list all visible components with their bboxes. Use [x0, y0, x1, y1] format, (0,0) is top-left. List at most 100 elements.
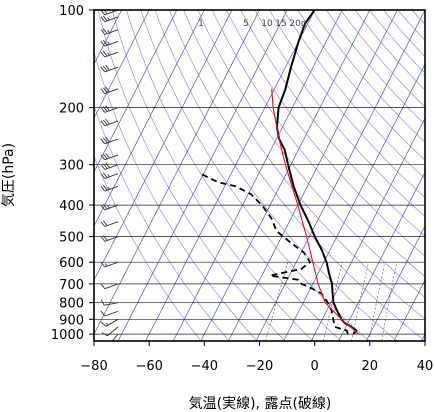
dry-adiabat-line	[211, 10, 425, 278]
x-tick-label: −40	[191, 359, 218, 374]
parcel-curve-line	[271, 88, 360, 335]
wind-barb	[100, 283, 119, 290]
dry-adiabat-line	[94, 50, 258, 341]
mixing-ratio-labels: 1 5 10 15 20g	[198, 19, 306, 29]
dry-adiabat-line	[226, 10, 425, 257]
wind-barb	[100, 15, 119, 23]
y-tick-label: 900	[59, 313, 84, 328]
y-tick-label: 400	[59, 199, 84, 214]
mixing-ratio-line	[265, 262, 289, 341]
wind-barb	[100, 105, 119, 113]
wind-barbs	[100, 10, 119, 341]
mixing-ratio-label: 5	[243, 19, 249, 29]
y-tick-label: 600	[59, 256, 84, 271]
y-tick-label: 500	[59, 231, 84, 246]
wind-barb	[100, 118, 119, 127]
x-tick-label: −60	[135, 359, 162, 374]
wind-barb	[100, 172, 119, 179]
isotherm-line	[172, 10, 343, 341]
dry-adiabat-line	[254, 10, 425, 217]
isotherm-line	[94, 10, 205, 227]
wind-barb	[101, 326, 119, 337]
wind-barb	[100, 185, 119, 192]
y-tick-label: 700	[59, 278, 84, 293]
y-tick-label: 1000	[51, 328, 84, 343]
isotherm-line	[365, 225, 425, 341]
wind-barb	[100, 152, 119, 161]
wind-barb	[100, 86, 119, 95]
dry-adiabat-line	[168, 10, 425, 341]
dry-adiabat-line	[197, 10, 425, 299]
dry-adiabat-line	[340, 10, 425, 108]
isobar-lines	[94, 10, 425, 335]
dry-adiabat-line	[426, 10, 435, 341]
y-tick-label: 200	[59, 102, 84, 117]
isotherm-line	[228, 10, 398, 341]
isotherm-line	[94, 10, 178, 173]
dewpoint-profile-line	[200, 172, 349, 335]
isotherm-line	[94, 10, 233, 281]
mixing-ratio-lines	[265, 262, 397, 341]
dry-adiabat-line	[397, 10, 425, 41]
isotherm-line	[94, 10, 150, 119]
isotherm-line	[338, 171, 425, 341]
mixing-ratio-label: 15	[275, 19, 286, 29]
wind-barb	[100, 64, 119, 73]
mixing-ratio-line	[381, 262, 397, 341]
y-tick-label: 300	[59, 159, 84, 174]
mixing-ratio-label: 10	[261, 19, 273, 29]
wind-barb	[100, 235, 119, 242]
dry-adiabat-line	[126, 10, 342, 341]
wind-barb	[100, 203, 119, 211]
wind-barb	[111, 333, 119, 341]
x-tick-label: 0	[311, 359, 319, 374]
wind-barb	[100, 318, 119, 327]
dry-adiabat-line	[354, 10, 425, 91]
x-tick-label: 20	[362, 359, 379, 374]
isotherm-line	[393, 279, 425, 341]
isotherm-line	[94, 10, 260, 335]
isotherm-line	[310, 117, 425, 341]
dry-adiabat-line	[268, 10, 425, 198]
dry-adiabat-line	[283, 10, 425, 180]
y-axis-title: 気圧(hPa)	[1, 143, 17, 207]
wind-barb	[100, 136, 119, 145]
dry-adiabat-lines	[94, 10, 435, 341]
mixing-ratio-label: 20g	[289, 19, 306, 29]
dry-adiabat-line	[368, 10, 425, 74]
mixing-ratio-label: 1	[198, 19, 204, 29]
isotherm-line	[200, 10, 371, 341]
profile-lines	[200, 10, 360, 335]
x-tick-label: 40	[417, 359, 434, 374]
dry-adiabat-line	[154, 10, 398, 341]
wind-barb	[100, 50, 119, 58]
wind-barb	[100, 299, 119, 306]
plot-area	[94, 10, 435, 341]
x-tick-label: −80	[80, 359, 107, 374]
dry-adiabat-line	[183, 10, 425, 320]
dry-adiabat-line	[311, 10, 425, 143]
isotherm-line	[255, 10, 425, 341]
dry-adiabat-line	[94, 104, 230, 341]
dry-adiabat-line	[140, 10, 370, 341]
dry-adiabat-line	[97, 10, 286, 341]
dry-adiabat-line	[111, 10, 314, 341]
x-axis-ticks: −80 −60 −40 −20 0 20 40	[80, 341, 433, 374]
wind-barb	[100, 40, 119, 47]
wind-barb	[100, 28, 119, 35]
x-tick-label: −20	[246, 359, 273, 374]
isotherm-line	[145, 10, 316, 341]
wind-barb	[100, 310, 119, 317]
wind-barb	[100, 261, 119, 268]
wind-barb	[100, 162, 119, 170]
y-tick-label: 800	[59, 297, 84, 312]
wind-barb	[100, 220, 119, 227]
dry-adiabat-line	[297, 10, 425, 161]
dry-adiabat-line	[383, 10, 425, 58]
mixing-ratio-line	[368, 262, 386, 341]
dry-adiabat-line	[240, 10, 425, 237]
x-axis-title: 気温(実線), 露点(破線)	[189, 396, 332, 412]
y-tick-label: 100	[59, 4, 84, 19]
